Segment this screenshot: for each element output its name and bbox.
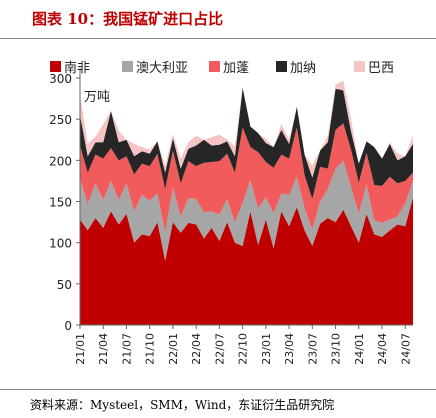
x-tick-label: 24/07 [399, 333, 412, 365]
area-series-3 [80, 123, 413, 232]
y-tick-label: 150 [49, 196, 72, 210]
legend-label-5: 巴西 [368, 61, 394, 76]
x-tick-label: 22/10 [237, 333, 250, 365]
y-tick-label: 50 [57, 278, 72, 292]
x-tick-label: 23/10 [330, 333, 343, 365]
x-tick-label: 22/04 [190, 333, 203, 365]
bottom-divider [0, 389, 436, 390]
area-series-1 [80, 197, 413, 325]
x-tick-label: 23/04 [283, 333, 296, 365]
legend-swatch-3 [209, 61, 220, 72]
legend-label-2: 澳大利亚 [136, 60, 188, 76]
y-tick-label: 300 [49, 72, 72, 86]
legend-swatch-1 [50, 61, 61, 72]
legend-swatch-2 [122, 61, 133, 72]
legend-label-4: 加纳 [290, 61, 316, 76]
y-tick-label: 0 [64, 319, 72, 333]
top-divider [0, 38, 436, 39]
stacked-area-chart: 0 50 100 150 200 250 300 万吨 21/01 21/04 21/07 21/10… [49, 60, 413, 365]
area-series-4 [80, 87, 413, 200]
x-tick-label: 22/07 [213, 333, 226, 365]
x-tick-label: 21/04 [97, 333, 110, 365]
x-tick-label: 24/01 [353, 333, 366, 365]
x-tick-label: 24/04 [376, 333, 389, 365]
legend: 南非 澳大利亚 加蓬 加纳 巴西 [50, 60, 394, 76]
y-tick-label: 100 [49, 237, 72, 251]
axes: 0 50 100 150 200 250 300 万吨 21/01 21/04 21/07 21/10… [49, 68, 413, 365]
x-tick-label: 21/01 [74, 333, 87, 365]
x-tick-label: 23/07 [306, 333, 319, 365]
y-tick-label: 250 [49, 113, 72, 127]
x-tick-label: 21/07 [120, 333, 133, 365]
legend-swatch-5 [354, 61, 365, 72]
area-series-2 [80, 160, 413, 261]
source-note: 资料来源：Mysteel，SMM，Wind，东证衍生品研究院 [30, 398, 335, 412]
y-tick-label: 200 [49, 154, 72, 168]
x-tick-label: 23/01 [260, 333, 273, 365]
x-tick-label: 22/01 [167, 333, 180, 365]
legend-label-3: 加蓬 [223, 61, 249, 76]
chart-title: 图表 10：我国锰矿进口占比 [32, 10, 224, 28]
x-tick-label: 21/10 [144, 333, 157, 365]
legend-swatch-4 [276, 61, 287, 72]
area-layers [80, 80, 413, 325]
legend-label-1: 南非 [64, 60, 90, 76]
y-unit-label: 万吨 [84, 90, 110, 105]
